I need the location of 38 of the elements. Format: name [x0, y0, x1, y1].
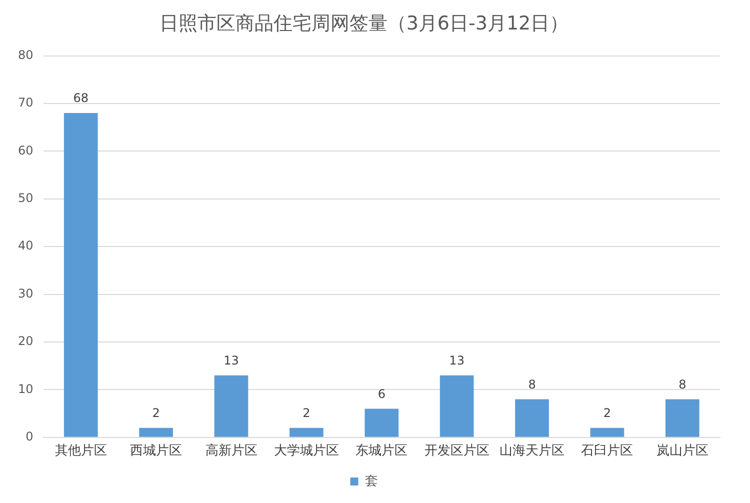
bar — [665, 399, 700, 437]
y-tick-label: 80 — [18, 48, 34, 62]
y-tick-label: 70 — [18, 96, 34, 110]
x-tick-label: 山海天片区 — [500, 444, 565, 459]
y-tick-label: 40 — [18, 238, 34, 253]
data-label: 6 — [378, 386, 386, 401]
data-label: 68 — [73, 91, 89, 106]
y-tick-label: 0 — [26, 430, 34, 444]
y-tick-label: 50 — [18, 191, 34, 206]
chart-title: 日照市区商品住宅周网签量（3月6日-3月12日） — [159, 12, 569, 34]
data-label: 2 — [152, 406, 160, 420]
bar — [214, 375, 248, 437]
y-tick-label: 60 — [18, 143, 34, 158]
bar — [440, 375, 474, 437]
data-label: 8 — [528, 377, 536, 392]
x-tick-label: 岚山片区 — [656, 444, 708, 459]
bar — [515, 399, 549, 437]
bar — [364, 408, 399, 437]
x-tick-label: 东城片区 — [356, 444, 408, 459]
x-tick-label: 开发区片区 — [424, 444, 490, 459]
x-tick-label: 石臼片区 — [581, 444, 634, 459]
data-label: 2 — [603, 406, 612, 420]
y-tick-label: 30 — [18, 286, 34, 300]
data-label: 2 — [302, 406, 310, 420]
y-tick-label: 10 — [18, 382, 34, 396]
x-tick-label: 高新片区 — [205, 442, 258, 459]
x-tick-label: 西城片区 — [130, 444, 182, 459]
bar — [64, 113, 98, 437]
x-tick-label: 其他片区 — [54, 444, 107, 459]
data-label: 13 — [449, 354, 464, 368]
bar — [139, 428, 173, 437]
y-tick-label: 20 — [18, 334, 34, 348]
x-tick-label: 大学城片区 — [274, 444, 339, 459]
legend-label: 套 — [364, 474, 378, 489]
data-label: 13 — [224, 354, 239, 368]
bar — [290, 428, 324, 437]
data-label: 8 — [678, 377, 686, 392]
bar — [590, 428, 624, 437]
